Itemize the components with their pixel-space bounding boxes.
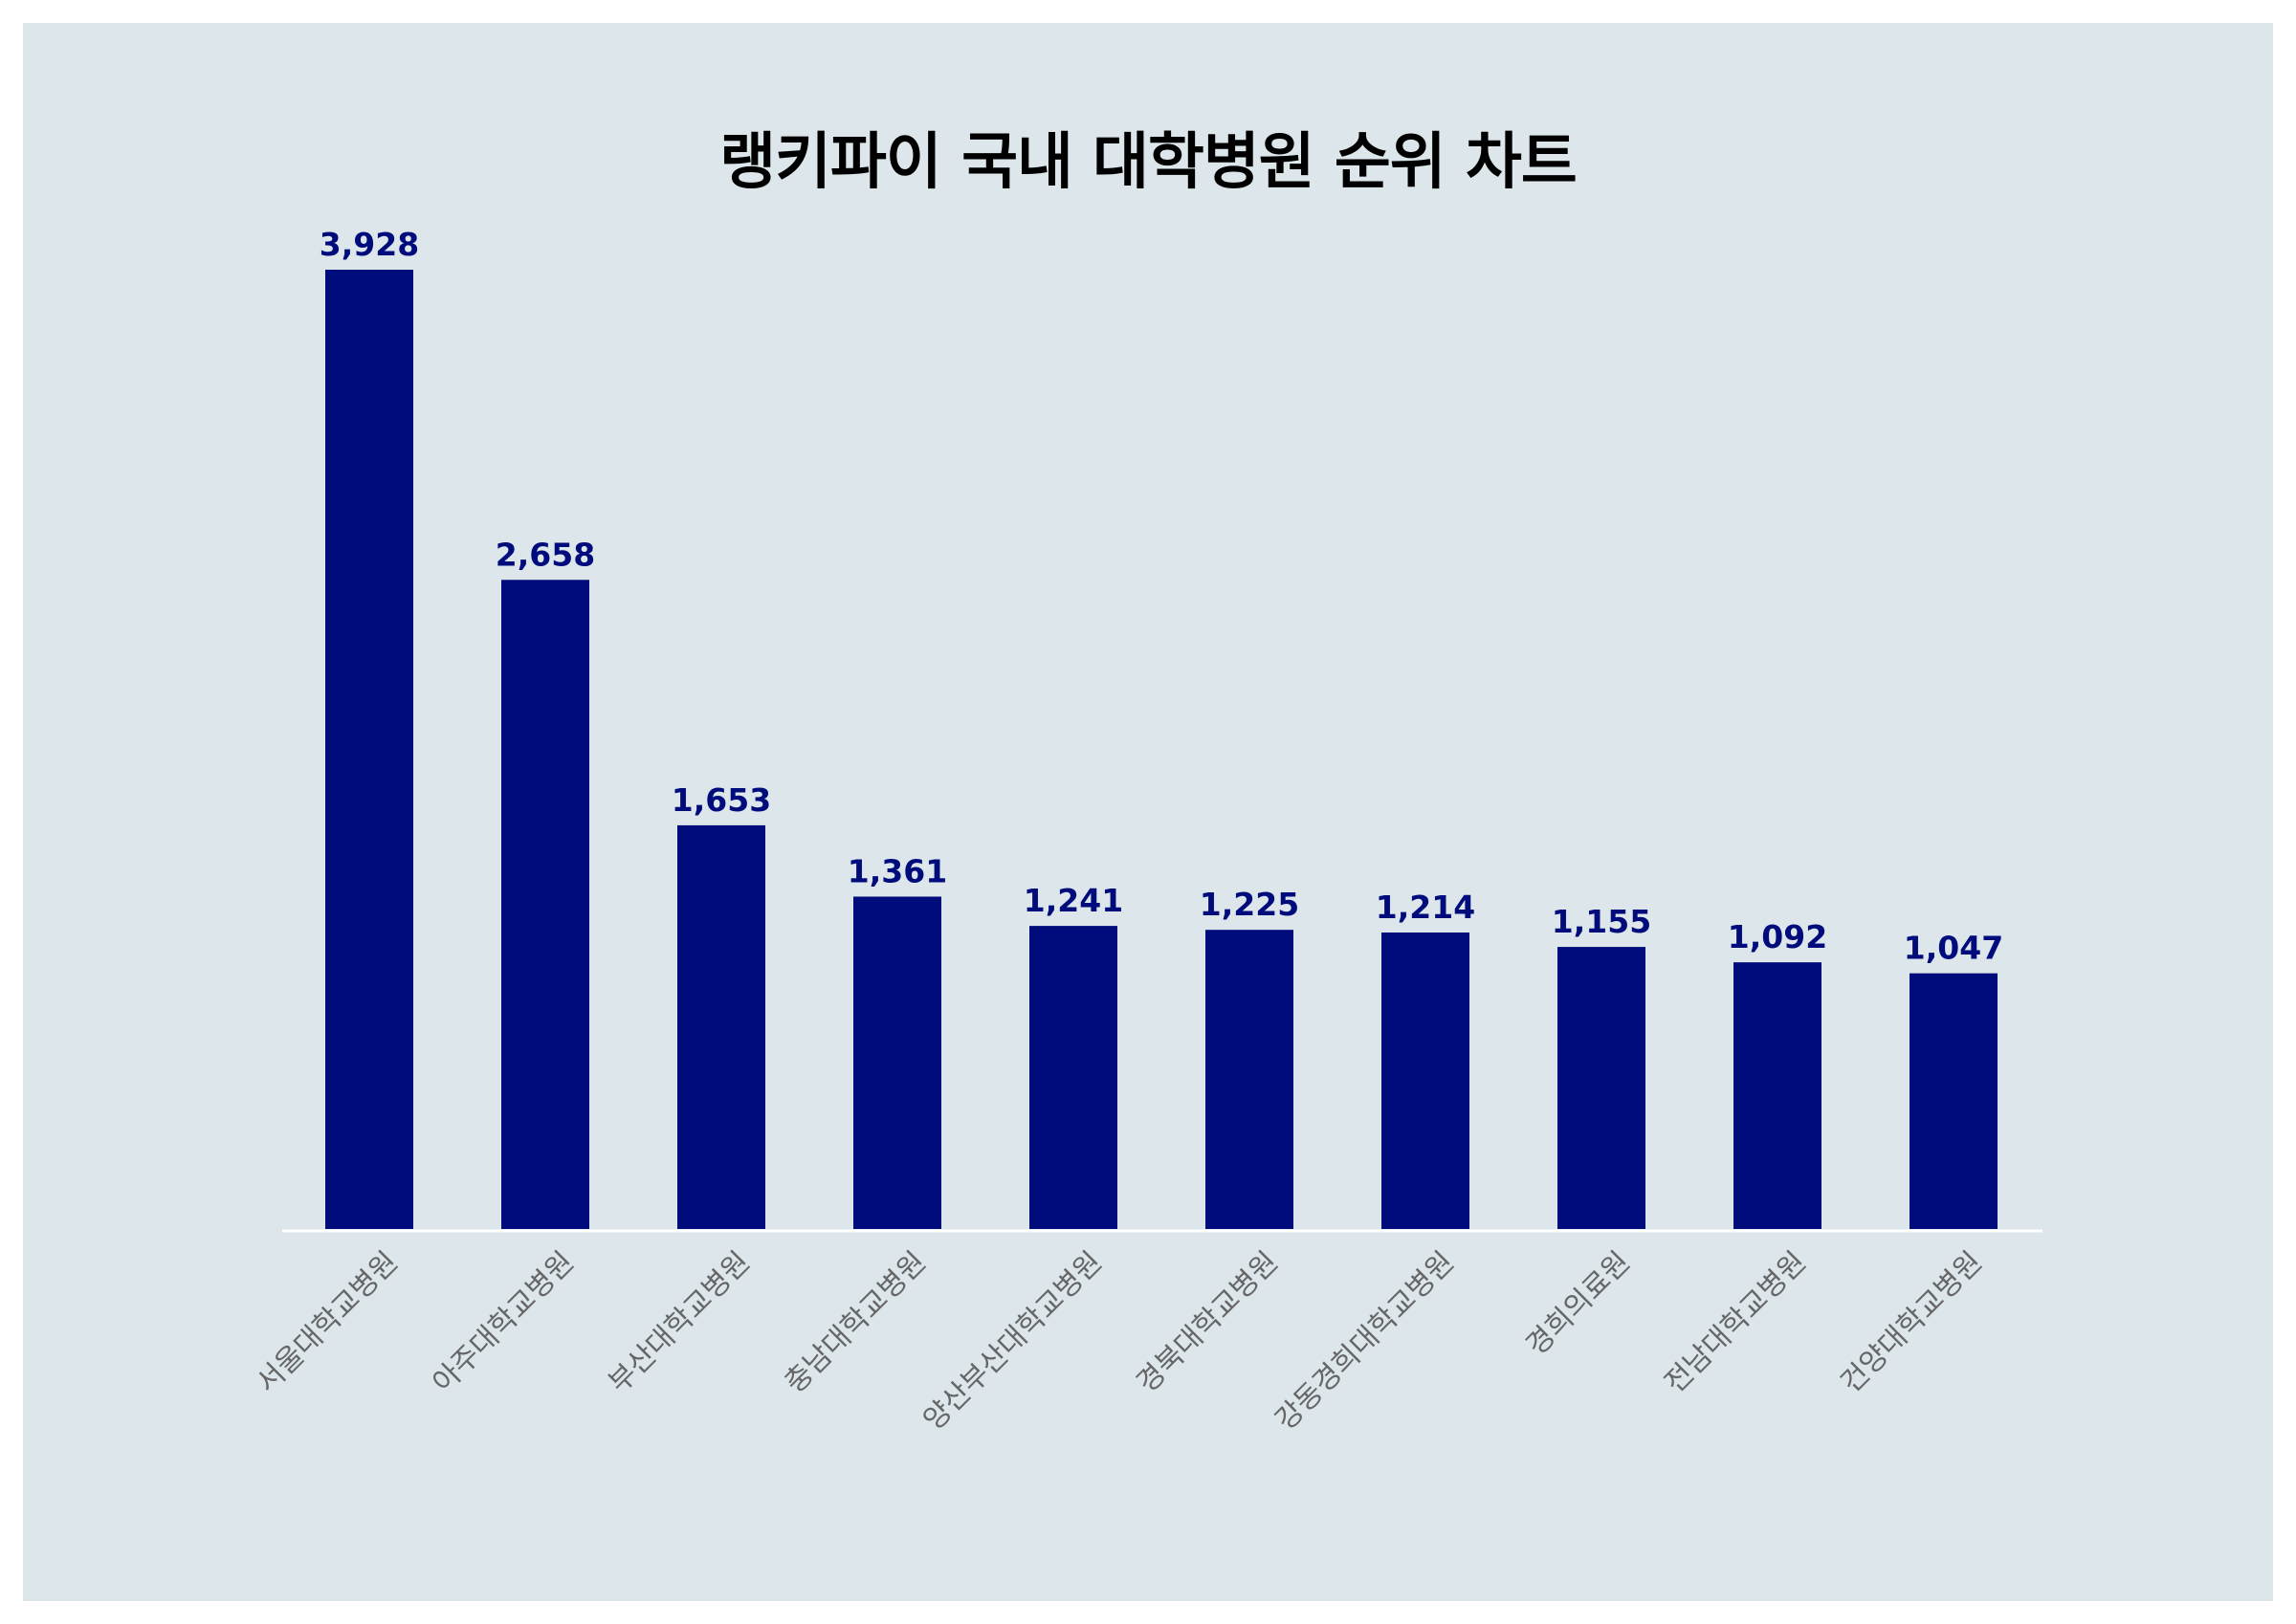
value-label-8: 1,155 (1552, 903, 1651, 940)
bar-9 (1733, 962, 1821, 1229)
x-tick-label-10: 건양대학교병원 (1835, 1245, 1989, 1399)
bar-6 (1205, 930, 1293, 1229)
value-label-5: 1,241 (1024, 882, 1123, 919)
x-tick-label-4: 충남대학교병원 (779, 1245, 933, 1399)
bar-3 (677, 824, 765, 1229)
x-tick-label-8: 경희의료원 (1520, 1245, 1637, 1362)
bar-7 (1381, 933, 1469, 1229)
x-tick-label-3: 부산대학교병원 (603, 1245, 757, 1399)
bars-layer (325, 270, 1998, 1229)
x-tick-label-1: 서울대학교병원 (251, 1245, 405, 1399)
x-tick-label-2: 아주대학교병원 (427, 1245, 581, 1399)
value-label-2: 2,658 (496, 536, 595, 573)
bar-2 (501, 580, 589, 1229)
value-labels-layer: 3,928 2,658 1,653 1,361 1,241 1,225 1,214 1,155… (320, 226, 2003, 967)
value-label-10: 1,047 (1904, 930, 2003, 967)
bar-8 (1557, 947, 1645, 1229)
x-tick-label-5: 양산부산대학교병원 (917, 1245, 1109, 1437)
x-tick-label-7: 강동경희대학교병원 (1269, 1245, 1461, 1437)
value-label-9: 1,092 (1728, 918, 1827, 955)
value-label-3: 1,653 (672, 781, 771, 819)
bar-5 (1029, 926, 1117, 1229)
value-label-1: 3,928 (320, 226, 419, 263)
value-label-7: 1,214 (1376, 889, 1475, 926)
x-tick-label-9: 전남대학교병원 (1659, 1245, 1813, 1399)
bar-1 (325, 270, 413, 1229)
value-label-6: 1,225 (1200, 886, 1299, 923)
x-tick-label-6: 경북대학교병원 (1131, 1245, 1285, 1399)
chart-title: 랭키파이 국내 대학병원 순위 차트 (719, 127, 1577, 198)
value-label-4: 1,361 (848, 852, 947, 889)
bar-4 (853, 896, 941, 1229)
bar-10 (1910, 973, 1998, 1229)
